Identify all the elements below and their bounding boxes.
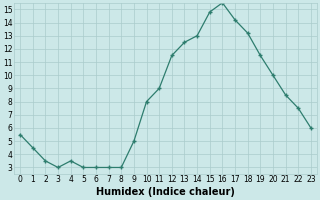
X-axis label: Humidex (Indice chaleur): Humidex (Indice chaleur) (96, 187, 235, 197)
